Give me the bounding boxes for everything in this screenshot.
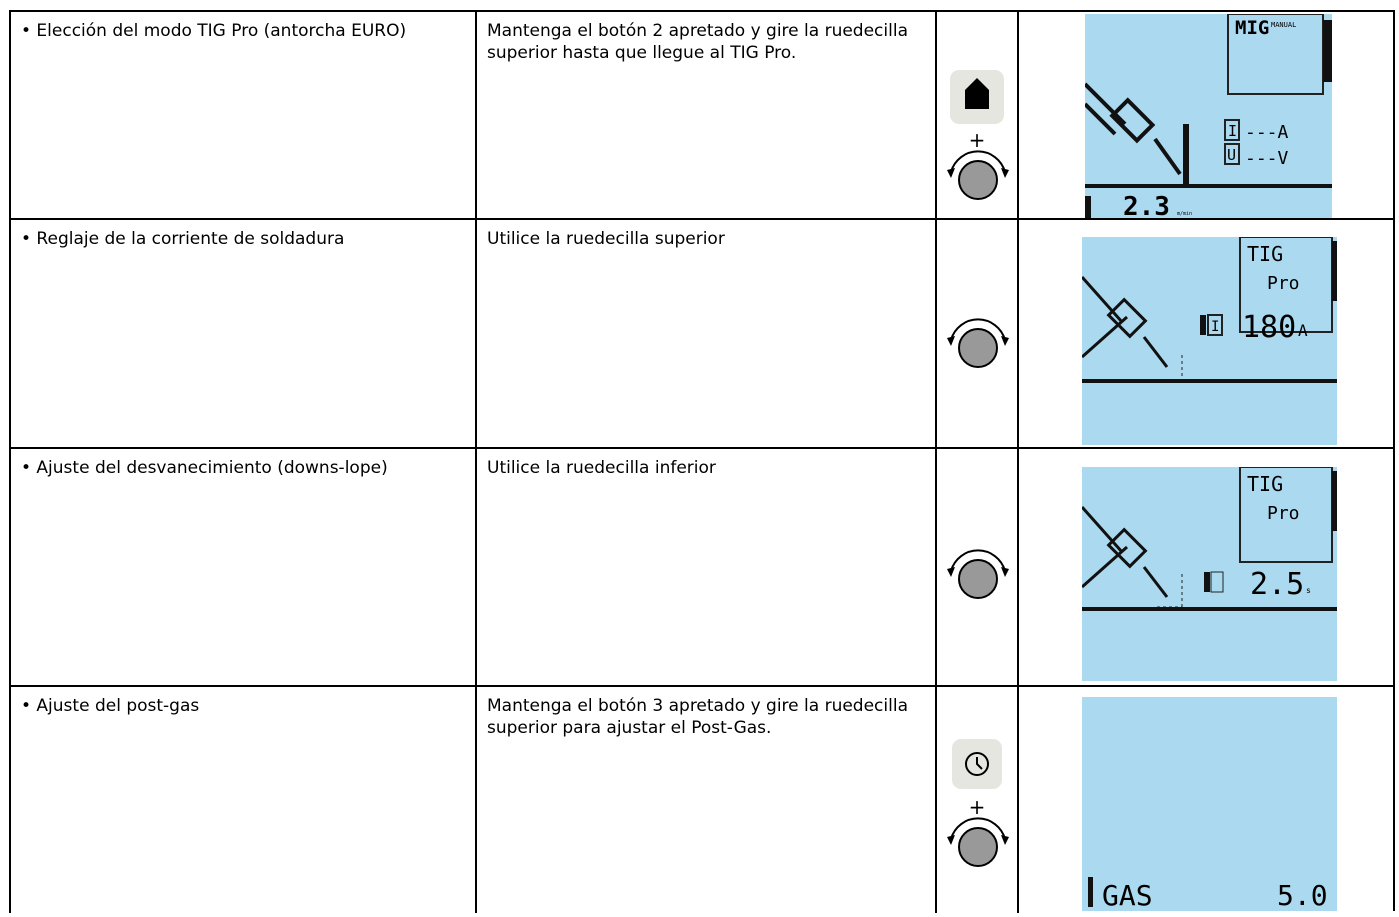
controls: [935, 449, 1017, 685]
controls: [935, 220, 1017, 447]
description: • Elección del modo TIG Pro (antorcha EU…: [9, 12, 475, 218]
lcd-text: GAS: [1102, 879, 1153, 911]
plus: +: [969, 128, 986, 152]
control-icons: [947, 549, 1009, 599]
controls: +: [935, 12, 1017, 218]
description: • Ajuste del post-gas: [9, 687, 475, 913]
control-icons: [947, 318, 1009, 368]
lcd-text: s: [1306, 586, 1311, 595]
lcd-text: A: [1298, 321, 1308, 340]
knob: [947, 150, 1009, 200]
lcd-text: 2.3: [1123, 192, 1170, 218]
lcd-text: 180: [1242, 310, 1296, 345]
display-cell: GAS 5.0: [1017, 687, 1393, 913]
display-cell: TIG Pro I 180 A: [1017, 220, 1393, 447]
lcd-text: U: [1227, 146, 1236, 164]
lcd-text: 5.0: [1277, 879, 1328, 911]
instruction: Utilice la ruedecilla inferior: [475, 449, 935, 685]
plus: +: [969, 795, 986, 819]
lcd: TIG Pro I 180 A: [1082, 237, 1337, 445]
display-cell: MIG MANUAL I ---A U ---V 2.3 m/min: [1017, 12, 1393, 218]
instruction: Mantenga el botón 3 apretado y gire la r…: [475, 687, 935, 913]
row: • Ajuste del post-gas Mantenga el botón …: [9, 685, 1393, 913]
lcd-text: MANUAL: [1271, 21, 1296, 29]
row: • Elección del modo TIG Pro (antorcha EU…: [9, 10, 1393, 218]
home-icon: [965, 78, 989, 109]
clock-icon: [965, 752, 989, 776]
lcd-text: TIG: [1247, 472, 1283, 496]
description: • Ajuste del desvanecimiento (downs-lope…: [9, 449, 475, 685]
lcd-text: TIG: [1247, 242, 1283, 266]
lcd-text: MIG: [1235, 17, 1269, 39]
controls: +: [935, 687, 1017, 913]
lcd: TIG Pro 2.5 s: [1082, 467, 1337, 681]
border: [1393, 10, 1395, 911]
lcd-text: I: [1228, 122, 1237, 140]
lcd-text: Pro: [1267, 503, 1300, 524]
lcd-text: 2.5: [1250, 567, 1304, 602]
knob: [947, 817, 1009, 867]
control-icons: +: [947, 70, 1009, 200]
description: • Reglaje de la corriente de soldadura: [9, 220, 475, 447]
lcd: MIG MANUAL I ---A U ---V 2.3 m/min: [1085, 14, 1332, 218]
lcd: GAS 5.0: [1082, 697, 1337, 911]
lcd-text: I: [1211, 319, 1219, 335]
display-cell: TIG Pro 2.5 s: [1017, 449, 1393, 685]
instruction: Mantenga el botón 2 apretado y gire la r…: [475, 12, 935, 218]
lcd-text: Pro: [1267, 273, 1300, 294]
knob: [947, 318, 1009, 368]
row: • Ajuste del desvanecimiento (downs-lope…: [9, 447, 1393, 685]
lcd-text: m/min: [1177, 211, 1192, 217]
row: • Reglaje de la corriente de soldadura U…: [9, 218, 1393, 447]
lcd-text: ---V: [1245, 148, 1289, 169]
knob: [947, 549, 1009, 599]
lcd-text: ---A: [1245, 122, 1289, 143]
control-icons: +: [947, 739, 1009, 867]
instruction: Utilice la ruedecilla superior: [475, 220, 935, 447]
